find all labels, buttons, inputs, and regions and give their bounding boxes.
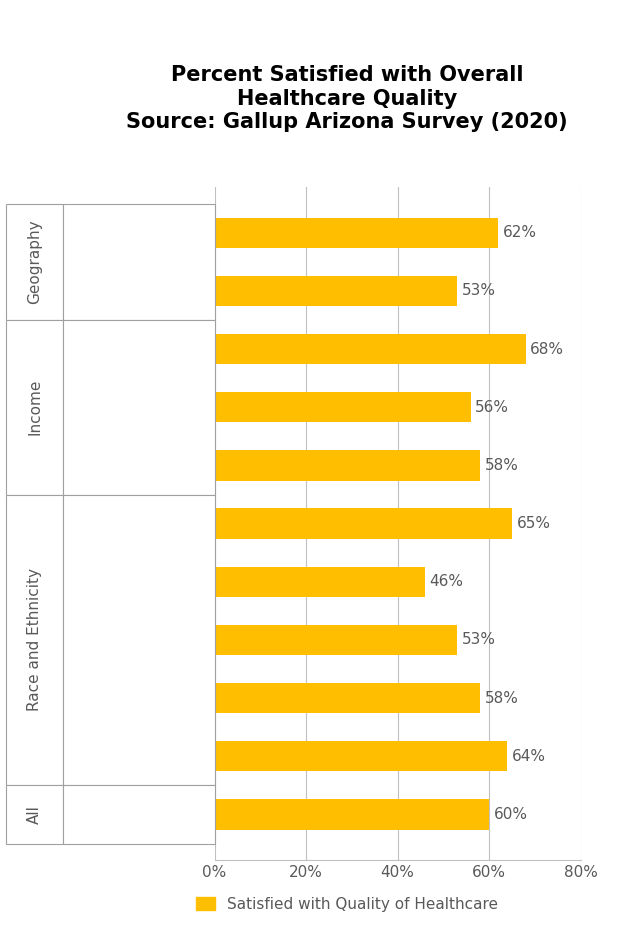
Bar <box>215 218 498 248</box>
Text: 64%: 64% <box>512 749 546 764</box>
Text: 58%: 58% <box>485 691 518 706</box>
Bar <box>215 334 526 365</box>
Text: 46%: 46% <box>430 574 464 589</box>
Bar <box>215 392 471 423</box>
Text: Geography: Geography <box>27 220 42 304</box>
Text: Income: Income <box>27 379 42 436</box>
Text: Percent Satisfied with Overall
Healthcare Quality
Source: Gallup Arizona Survey : Percent Satisfied with Overall Healthcar… <box>126 65 568 132</box>
Text: 56%: 56% <box>475 400 509 415</box>
Text: 68%: 68% <box>530 341 564 356</box>
Text: 58%: 58% <box>485 458 518 473</box>
Text: 53%: 53% <box>462 283 495 298</box>
Bar <box>215 276 457 306</box>
Bar <box>215 567 425 597</box>
Legend: Satisfied with Quality of Healthcare: Satisfied with Quality of Healthcare <box>190 891 504 918</box>
Bar <box>215 683 480 713</box>
Bar <box>215 509 512 539</box>
Text: 65%: 65% <box>517 516 550 531</box>
Bar <box>215 625 457 655</box>
Text: All: All <box>27 805 42 824</box>
Text: 60%: 60% <box>493 807 528 822</box>
Text: 53%: 53% <box>462 632 495 647</box>
Text: Race and Ethnicity: Race and Ethnicity <box>27 568 42 712</box>
Text: 62%: 62% <box>503 225 537 240</box>
Bar <box>215 741 507 771</box>
Bar <box>215 799 489 829</box>
Bar <box>215 451 480 481</box>
